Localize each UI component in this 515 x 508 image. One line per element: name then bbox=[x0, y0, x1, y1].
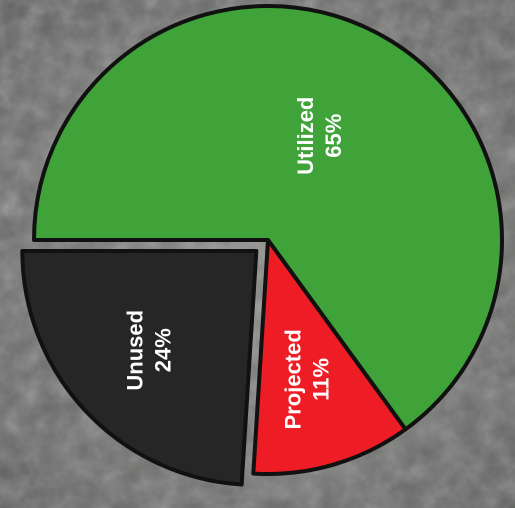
slice-label: Projected 11% bbox=[280, 329, 333, 429]
slice-label: Unused 24% bbox=[122, 310, 175, 391]
pie-slice bbox=[32, 4, 504, 432]
slice-percent: 11% bbox=[308, 358, 333, 401]
slice-percent: 65% bbox=[321, 114, 346, 158]
slice-name: Utilized bbox=[293, 97, 318, 175]
slice-label: Utilized 65% bbox=[293, 97, 346, 175]
pie-slice bbox=[251, 238, 408, 476]
slice-percent: 24% bbox=[150, 328, 175, 372]
slice-name: Projected bbox=[280, 329, 305, 429]
pie-slice bbox=[20, 248, 259, 487]
slice-name: Unused bbox=[122, 310, 147, 391]
